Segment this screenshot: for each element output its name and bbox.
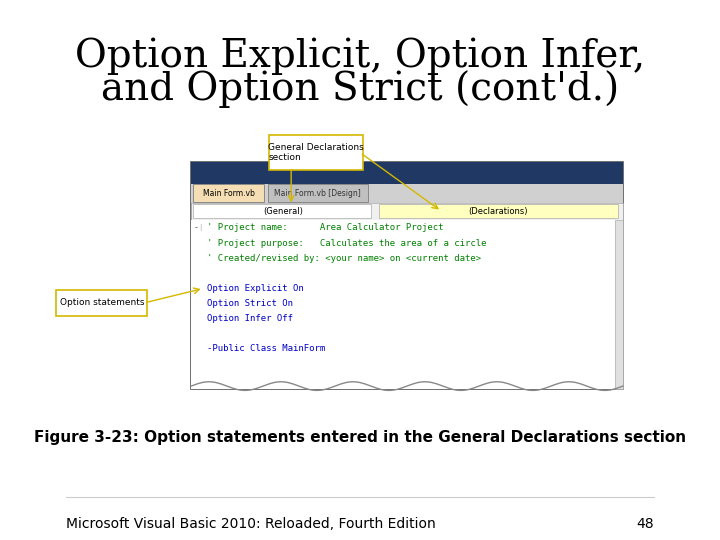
Bar xyxy=(193,204,371,218)
Bar xyxy=(191,220,623,389)
Text: (Declarations): (Declarations) xyxy=(469,207,528,215)
Text: ' Project purpose:   Calculates the area of a circle: ' Project purpose: Calculates the area o… xyxy=(207,239,486,247)
Text: |: | xyxy=(199,225,202,231)
FancyBboxPatch shape xyxy=(268,184,367,202)
Text: -: - xyxy=(194,224,197,232)
Bar xyxy=(616,220,623,389)
Text: Main Form.vb: Main Form.vb xyxy=(202,188,254,198)
Text: General Declarations
section: General Declarations section xyxy=(269,143,364,162)
Bar xyxy=(191,184,623,202)
Text: Option statements: Option statements xyxy=(60,299,144,307)
Text: Main Form.vb [Design]: Main Form.vb [Design] xyxy=(274,188,361,198)
Text: ' Created/revised by: <your name> on <current date>: ' Created/revised by: <your name> on <cu… xyxy=(207,254,481,262)
FancyBboxPatch shape xyxy=(269,135,363,170)
FancyBboxPatch shape xyxy=(56,290,147,316)
Text: Figure 3-23: Option statements entered in the General Declarations section: Figure 3-23: Option statements entered i… xyxy=(34,430,686,445)
Text: Option Infer Off: Option Infer Off xyxy=(207,314,292,323)
FancyBboxPatch shape xyxy=(191,162,623,389)
Text: -Public Class MainForm: -Public Class MainForm xyxy=(207,345,325,353)
Text: 48: 48 xyxy=(636,517,654,531)
Bar xyxy=(191,202,623,220)
Text: Option Strict On: Option Strict On xyxy=(207,299,292,308)
Text: ' Project name:      Area Calculator Project: ' Project name: Area Calculator Project xyxy=(207,224,444,232)
Text: (General): (General) xyxy=(263,207,303,215)
Text: Option Explicit On: Option Explicit On xyxy=(207,284,303,293)
Text: Option Explicit, Option Infer,: Option Explicit, Option Infer, xyxy=(75,38,645,76)
Text: and Option Strict (cont'd.): and Option Strict (cont'd.) xyxy=(101,70,619,108)
Bar xyxy=(379,204,618,218)
Bar xyxy=(191,162,623,184)
Text: Microsoft Visual Basic 2010: Reloaded, Fourth Edition: Microsoft Visual Basic 2010: Reloaded, F… xyxy=(66,517,436,531)
FancyBboxPatch shape xyxy=(193,184,264,202)
